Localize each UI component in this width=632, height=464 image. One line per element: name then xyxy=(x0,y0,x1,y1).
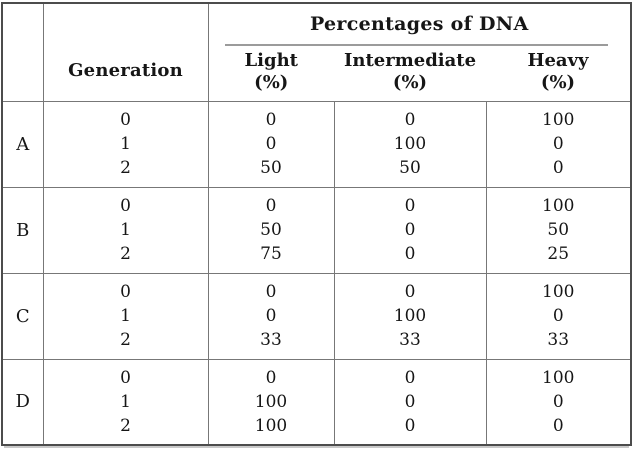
header-light-unit: (%) xyxy=(254,72,289,93)
generation-value: 0 xyxy=(120,282,131,302)
heavy-cell: 100 0 33 xyxy=(486,273,631,360)
light-value: 0 xyxy=(265,196,277,216)
generation-value: 1 xyxy=(120,391,131,412)
option-label: C xyxy=(2,273,44,360)
heavy-value: 0 xyxy=(552,134,564,154)
intermediate-value: 0 xyxy=(404,391,416,412)
intermediate-value: 0 xyxy=(404,415,416,436)
light-value: 50 xyxy=(260,220,282,240)
header-row-sub: Light (%) Intermediate (%) Heavy (%) xyxy=(2,47,631,102)
intermediate-value: 0 xyxy=(404,244,416,264)
generation-value: 1 xyxy=(120,220,131,240)
intermediate-value: 33 xyxy=(399,330,421,350)
header-dna-title: Percentages of DNA xyxy=(309,13,529,35)
generation-cell: 0 1 2 xyxy=(43,101,209,188)
header-generation: Generation xyxy=(43,3,209,102)
intermediate-value: 0 xyxy=(404,196,416,216)
heavy-value: 100 xyxy=(542,282,575,302)
light-value: 0 xyxy=(265,110,277,130)
header-light: Light (%) xyxy=(208,47,334,102)
light-cell: 0 0 33 xyxy=(208,273,335,360)
dna-percentages-table: Generation Percentages of DNA Light (%) … xyxy=(1,2,632,446)
heavy-value: 0 xyxy=(552,306,564,326)
heavy-cell: 100 50 25 xyxy=(486,187,631,274)
option-label: A xyxy=(2,101,44,188)
table-row-option-a: A 0 1 2 0 0 50 0 100 50 100 xyxy=(2,101,631,188)
header-intermediate-label: Intermediate xyxy=(343,50,477,71)
generation-cell: 0 1 2 xyxy=(43,187,209,274)
intermediate-value: 0 xyxy=(404,110,416,130)
table-row-option-c: C 0 1 2 0 0 33 0 100 33 100 xyxy=(2,273,631,360)
generation-value: 2 xyxy=(120,415,131,436)
heavy-value: 100 xyxy=(542,110,575,130)
intermediate-value: 0 xyxy=(404,367,416,388)
light-value: 50 xyxy=(260,158,282,178)
light-value: 0 xyxy=(265,282,277,302)
generation-value: 0 xyxy=(120,196,131,216)
table-row-option-d: D 0 1 2 0 100 100 0 0 0 100 xyxy=(2,359,631,445)
light-value: 100 xyxy=(254,415,288,436)
intermediate-value: 100 xyxy=(393,134,427,154)
light-value: 33 xyxy=(260,330,282,350)
heavy-cell: 100 0 0 xyxy=(486,359,631,445)
heavy-cell: 100 0 0 xyxy=(486,101,631,188)
table-row-option-b: B 0 1 2 0 50 75 0 0 0 100 5 xyxy=(2,187,631,274)
generation-value: 0 xyxy=(120,110,131,130)
header-intermediate-unit: (%) xyxy=(392,72,428,93)
heavy-value: 100 xyxy=(542,196,575,216)
heavy-value: 0 xyxy=(552,391,564,412)
header-light-label: Light xyxy=(244,50,298,71)
light-cell: 0 50 75 xyxy=(208,187,335,274)
header-heavy: Heavy (%) xyxy=(486,47,631,102)
header-heavy-label: Heavy xyxy=(527,50,589,71)
light-cell: 0 0 50 xyxy=(208,101,335,188)
intermediate-value: 0 xyxy=(404,282,416,302)
light-value: 100 xyxy=(254,391,288,412)
heavy-value: 25 xyxy=(547,244,570,264)
intermediate-cell: 0 100 33 xyxy=(334,273,487,360)
generation-value: 2 xyxy=(120,158,131,178)
heavy-value: 100 xyxy=(542,367,575,388)
option-label: B xyxy=(2,187,44,274)
heavy-value: 33 xyxy=(547,330,570,350)
generation-value: 2 xyxy=(120,244,131,264)
generation-cell: 0 1 2 xyxy=(43,273,209,360)
header-row-top: Generation Percentages of DNA xyxy=(2,3,631,102)
intermediate-value: 0 xyxy=(404,220,416,240)
table-body: A 0 1 2 0 0 50 0 100 50 100 xyxy=(2,101,631,445)
intermediate-cell: 0 0 0 xyxy=(334,359,487,445)
header-dna-group: Percentages of DNA xyxy=(208,3,631,47)
light-cell: 0 100 100 xyxy=(208,359,335,445)
heavy-value: 0 xyxy=(552,415,564,436)
generation-value: 2 xyxy=(120,330,131,350)
heavy-value: 0 xyxy=(552,158,564,178)
header-corner-cell xyxy=(2,3,44,102)
intermediate-cell: 0 100 50 xyxy=(334,101,487,188)
heavy-value: 50 xyxy=(547,220,570,240)
header-heavy-unit: (%) xyxy=(540,72,576,93)
light-value: 0 xyxy=(265,367,277,388)
table-header: Generation Percentages of DNA Light (%) … xyxy=(2,3,631,102)
generation-value: 1 xyxy=(120,306,131,326)
generation-cell: 0 1 2 xyxy=(43,359,209,445)
generation-value: 1 xyxy=(120,134,131,154)
light-value: 75 xyxy=(260,244,282,264)
header-intermediate: Intermediate (%) xyxy=(334,47,486,102)
intermediate-value: 100 xyxy=(393,306,427,326)
light-value: 0 xyxy=(265,306,277,326)
intermediate-value: 50 xyxy=(399,158,421,178)
header-rule xyxy=(224,44,608,46)
generation-value: 0 xyxy=(120,367,131,388)
intermediate-cell: 0 0 0 xyxy=(334,187,487,274)
light-value: 0 xyxy=(265,134,277,154)
option-label: D xyxy=(2,359,44,445)
